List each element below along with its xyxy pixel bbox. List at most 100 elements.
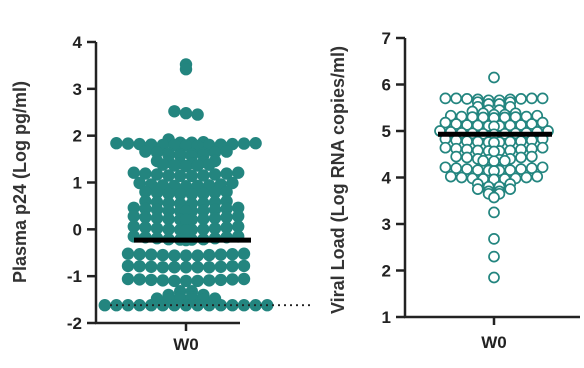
data-point: [168, 159, 181, 172]
data-point: [477, 154, 490, 167]
data-point: [450, 162, 463, 175]
data-point: [203, 274, 216, 287]
data-point: [536, 116, 549, 129]
y-tick-label: 5: [382, 122, 391, 141]
data-point: [450, 118, 463, 130]
data-point: [98, 299, 112, 312]
data-point: [488, 155, 500, 168]
data-point: [214, 273, 227, 287]
data-point: [536, 161, 549, 174]
y-tick-label: 4: [382, 169, 392, 188]
data-point: [515, 93, 527, 105]
data-point: [145, 248, 158, 261]
data-point: [121, 137, 135, 150]
data-point: [504, 183, 517, 195]
data-point: [197, 212, 210, 226]
data-point: [133, 260, 146, 273]
data-point: [121, 247, 135, 260]
data-point: [237, 137, 251, 150]
data-point: [127, 220, 140, 233]
data-point: [525, 162, 538, 175]
data-point: [226, 260, 239, 273]
plasma-p24-panel: -2 -1 0 1 2 3 4 W0 Plasma p24 (Log pg/ml): [10, 33, 312, 354]
data-point: [185, 169, 198, 183]
data-point: [133, 299, 146, 312]
data-point: [515, 163, 527, 175]
y-tick-label: 2: [382, 262, 391, 281]
data-point: [162, 187, 175, 200]
data-point: [156, 248, 169, 262]
data-point: [139, 185, 152, 199]
y-tick-label: -2: [67, 314, 82, 333]
data-point: [191, 159, 204, 172]
data-point: [208, 146, 222, 159]
data-point: [150, 186, 164, 199]
data-point: [179, 107, 193, 120]
data-point: [139, 202, 152, 215]
data-point: [488, 191, 500, 204]
data-point: [179, 299, 193, 312]
data-point: [226, 176, 239, 190]
data-point: [185, 188, 198, 201]
data-point: [450, 150, 463, 163]
y-tick-label: -1: [67, 267, 82, 286]
data-point: [203, 261, 216, 274]
data-point: [226, 248, 239, 261]
data-point: [139, 221, 152, 234]
data-point: [214, 260, 227, 273]
y-tick-label: 2: [73, 127, 82, 146]
data-point: [179, 213, 193, 227]
data-point: [191, 108, 204, 121]
data-point: [203, 299, 216, 312]
data-point: [110, 137, 123, 150]
data-point: [133, 176, 146, 190]
data-point: [145, 273, 158, 287]
data-point: [191, 274, 204, 288]
data-point: [121, 272, 135, 286]
data-point: [174, 169, 187, 183]
data-point: [139, 145, 152, 158]
data-point: [461, 163, 473, 175]
data-point: [461, 93, 473, 105]
data-point: [156, 261, 169, 274]
data-point: [133, 273, 146, 286]
data-point: [174, 188, 187, 201]
data-point: [220, 145, 233, 158]
data-point: [498, 154, 511, 167]
data-point: [220, 167, 233, 180]
data-point: [488, 71, 500, 84]
y-tick-label: 3: [73, 80, 82, 99]
y-tick-label: 6: [382, 76, 391, 95]
data-point: [226, 299, 239, 312]
data-point: [439, 141, 452, 154]
data-point: [208, 211, 222, 225]
data-point: [121, 259, 135, 273]
data-point: [439, 161, 452, 174]
data-point: [162, 223, 175, 236]
data-point: [461, 151, 473, 164]
data-point: [179, 249, 193, 262]
data-point: [179, 224, 193, 237]
data-point: [156, 274, 169, 287]
data-point: [179, 139, 193, 152]
data-point: [208, 168, 222, 181]
data-point: [471, 183, 484, 195]
data-point: [232, 166, 245, 179]
data-point: [191, 261, 204, 274]
data-point: [214, 299, 227, 312]
data-point: [168, 261, 181, 274]
data-point: [450, 92, 463, 105]
data-point: [444, 170, 457, 183]
data-point: [237, 247, 251, 260]
data-point: [249, 137, 262, 150]
data-point: [220, 202, 233, 215]
data-point: [179, 261, 193, 274]
data-point: [197, 223, 210, 236]
data-point: [203, 248, 216, 262]
data-point: [455, 171, 468, 184]
y-tick-label: 4: [73, 33, 83, 52]
viral-load-x-category-label: W0: [481, 333, 507, 352]
viral-load-panel: 1 2 3 4 5 6 7 W0 Viral Load (Log RNA copies/ml…: [328, 29, 580, 352]
data-point: [214, 248, 227, 261]
